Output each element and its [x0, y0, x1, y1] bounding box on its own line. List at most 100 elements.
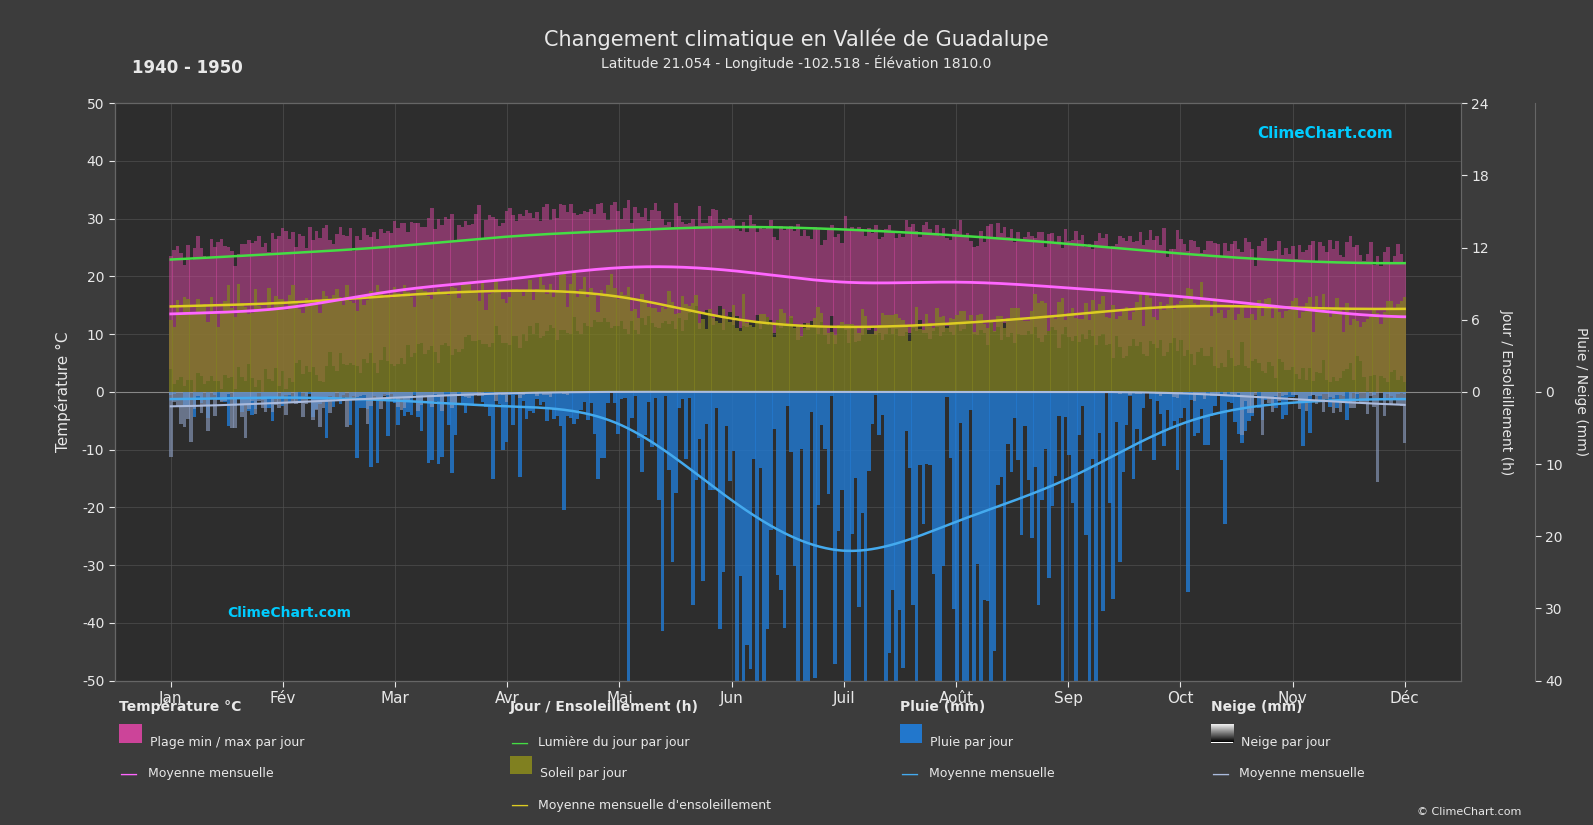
Bar — [274, 392, 277, 404]
Bar — [386, 392, 390, 395]
Bar — [328, 299, 331, 392]
Bar — [685, 224, 688, 320]
Bar — [376, 392, 379, 463]
Bar — [1200, 252, 1203, 348]
Bar — [613, 202, 616, 326]
Bar — [202, 256, 207, 384]
Bar — [1139, 295, 1142, 392]
Bar — [274, 392, 277, 398]
Bar — [1118, 316, 1121, 392]
Bar — [295, 301, 298, 392]
Bar — [701, 223, 704, 314]
Bar — [637, 392, 640, 438]
Bar — [658, 312, 661, 392]
Bar — [207, 392, 210, 418]
Bar — [1026, 321, 1031, 392]
Bar — [1094, 310, 1098, 392]
Bar — [1244, 318, 1247, 392]
Bar — [484, 220, 487, 344]
Text: —: — — [510, 733, 527, 752]
Bar — [698, 323, 701, 392]
Bar — [505, 211, 508, 343]
Bar — [1241, 392, 1244, 435]
Bar — [264, 392, 268, 408]
Bar — [949, 392, 953, 458]
Bar — [1176, 230, 1179, 351]
Bar — [938, 317, 941, 392]
Bar — [1383, 392, 1386, 416]
Bar — [199, 248, 202, 375]
Text: Jour / Ensoleillement (h): Jour / Ensoleillement (h) — [510, 700, 699, 714]
Bar — [1400, 254, 1403, 375]
Bar — [922, 225, 926, 333]
Bar — [457, 392, 460, 395]
Bar — [854, 392, 857, 478]
Bar — [881, 392, 884, 415]
Bar — [562, 205, 566, 330]
Bar — [505, 392, 508, 442]
Bar — [403, 285, 406, 392]
Bar — [1190, 289, 1193, 392]
Bar — [634, 207, 637, 330]
Bar — [827, 230, 830, 344]
Bar — [352, 303, 355, 392]
Bar — [1013, 243, 1016, 342]
Text: Moyenne mensuelle d'ensoleillement: Moyenne mensuelle d'ensoleillement — [538, 799, 771, 812]
Bar — [1274, 307, 1278, 392]
Bar — [607, 285, 610, 392]
Bar — [1043, 392, 1047, 450]
Text: Pluie par jour: Pluie par jour — [930, 736, 1013, 749]
Bar — [863, 392, 868, 681]
Bar — [481, 392, 484, 396]
Bar — [894, 392, 898, 681]
Bar — [1308, 392, 1311, 396]
Bar — [389, 299, 393, 392]
Bar — [355, 236, 358, 365]
Bar — [1026, 392, 1031, 479]
Bar — [1023, 392, 1027, 427]
Bar — [1085, 247, 1088, 339]
Bar — [1368, 392, 1373, 396]
Bar — [761, 229, 766, 323]
Bar — [704, 224, 709, 310]
Bar — [836, 392, 841, 531]
Bar — [545, 392, 550, 421]
Bar — [1389, 262, 1392, 372]
Bar — [1128, 320, 1133, 392]
Bar — [1016, 308, 1020, 392]
Bar — [409, 392, 413, 398]
Bar — [586, 212, 589, 326]
Bar — [1329, 240, 1332, 383]
Bar — [785, 392, 790, 406]
Bar — [1268, 392, 1271, 403]
Bar — [1305, 250, 1308, 380]
Bar — [593, 392, 596, 434]
Bar — [1338, 255, 1341, 378]
Bar — [698, 392, 701, 440]
Bar — [366, 392, 370, 409]
Bar — [809, 239, 814, 321]
Bar — [271, 392, 274, 421]
Bar — [610, 275, 613, 392]
Bar — [1305, 392, 1308, 411]
Bar — [542, 392, 545, 402]
Bar — [972, 332, 977, 392]
Bar — [905, 220, 908, 332]
Bar — [1101, 238, 1106, 334]
Bar — [887, 224, 890, 328]
Bar — [1040, 392, 1043, 500]
Bar — [1193, 392, 1196, 401]
Bar — [424, 227, 427, 354]
Bar — [538, 392, 542, 405]
Bar — [914, 307, 918, 392]
Bar — [175, 300, 180, 392]
Bar — [253, 392, 258, 414]
Bar — [1392, 309, 1397, 392]
Bar — [922, 392, 926, 524]
Bar — [935, 392, 938, 681]
Bar — [416, 288, 421, 392]
Bar — [1244, 392, 1247, 431]
Bar — [894, 238, 898, 329]
Bar — [261, 392, 264, 408]
Bar — [1128, 392, 1133, 394]
